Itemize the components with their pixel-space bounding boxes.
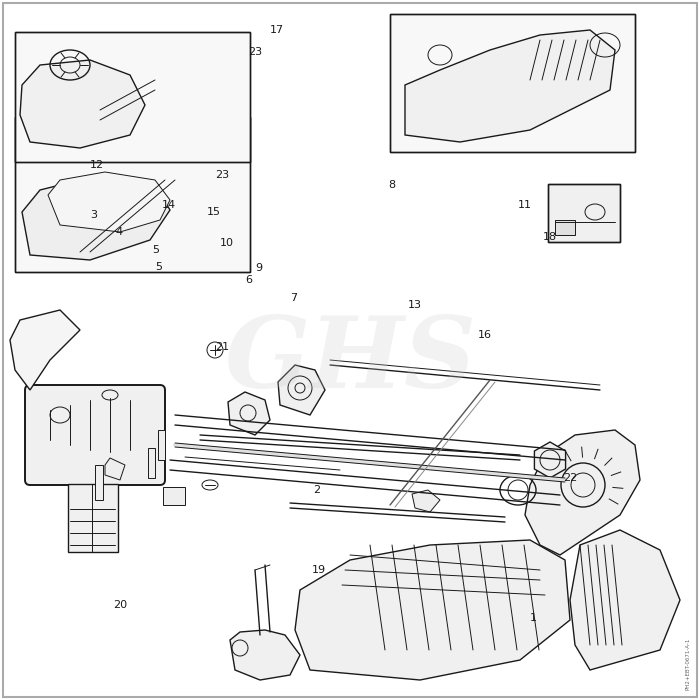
- Text: 1: 1: [530, 613, 537, 623]
- Text: 5: 5: [152, 245, 159, 255]
- Text: 22: 22: [563, 473, 578, 483]
- Text: 17: 17: [270, 25, 284, 35]
- Bar: [548, 184, 620, 242]
- Bar: [158, 430, 165, 460]
- Bar: [163, 487, 185, 505]
- Polygon shape: [105, 458, 125, 480]
- Bar: [555, 220, 575, 235]
- Text: 21: 21: [215, 342, 229, 352]
- FancyBboxPatch shape: [25, 385, 165, 485]
- Text: 23: 23: [215, 170, 229, 180]
- Text: 18: 18: [543, 232, 557, 242]
- Polygon shape: [295, 540, 570, 680]
- Bar: [148, 448, 155, 478]
- Bar: [390, 14, 635, 152]
- Polygon shape: [20, 60, 145, 148]
- Bar: [95, 465, 103, 500]
- Text: PH2+EBT-0671-A-1: PH2+EBT-0671-A-1: [685, 638, 690, 690]
- Bar: [390, 14, 635, 152]
- Bar: [548, 184, 620, 242]
- Polygon shape: [230, 630, 300, 680]
- Text: 2: 2: [313, 485, 320, 495]
- Text: 10: 10: [220, 238, 234, 248]
- Polygon shape: [570, 530, 680, 670]
- Text: 6: 6: [245, 275, 252, 285]
- Text: 20: 20: [113, 600, 127, 610]
- Polygon shape: [228, 392, 270, 435]
- Bar: [15, 32, 250, 162]
- Text: 16: 16: [478, 330, 492, 340]
- Bar: [68, 484, 118, 552]
- Text: 11: 11: [518, 200, 532, 210]
- Bar: [15, 117, 250, 272]
- Polygon shape: [412, 490, 440, 512]
- Polygon shape: [10, 310, 80, 390]
- Polygon shape: [405, 30, 615, 142]
- Text: GHS: GHS: [224, 312, 476, 408]
- Text: 7: 7: [290, 293, 297, 303]
- Bar: [15, 117, 250, 272]
- Text: 9: 9: [255, 263, 262, 273]
- Text: 4: 4: [115, 227, 122, 237]
- Text: 14: 14: [162, 200, 176, 210]
- Bar: [15, 32, 250, 162]
- Polygon shape: [525, 430, 640, 555]
- Text: 19: 19: [312, 565, 326, 575]
- Text: 12: 12: [90, 160, 104, 170]
- Polygon shape: [534, 442, 566, 478]
- Polygon shape: [22, 175, 170, 260]
- Text: 8: 8: [388, 180, 395, 190]
- Text: 23: 23: [248, 47, 262, 57]
- Text: 13: 13: [408, 300, 422, 310]
- Polygon shape: [48, 172, 170, 232]
- Text: 15: 15: [207, 207, 221, 217]
- Text: 3: 3: [90, 210, 97, 220]
- Text: 5: 5: [155, 262, 162, 272]
- Polygon shape: [278, 365, 325, 415]
